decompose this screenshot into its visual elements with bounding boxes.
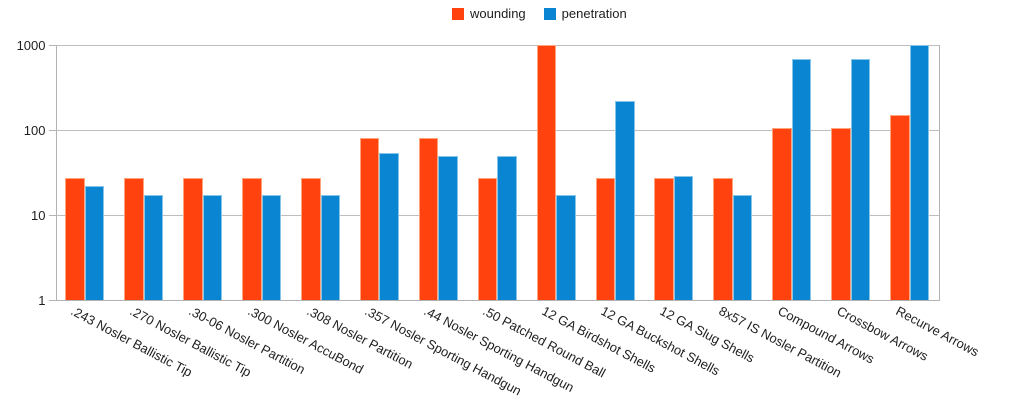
bar-wounding — [536, 45, 557, 300]
bar-penetration — [909, 45, 930, 300]
bar-penetration — [791, 58, 812, 300]
bar-wounding — [654, 178, 674, 300]
y-axis-tick — [48, 215, 56, 216]
y-axis-tick — [48, 130, 56, 131]
bar-wounding — [359, 138, 380, 300]
bar-wounding — [890, 115, 910, 300]
y-tick-label: 100 — [23, 122, 46, 138]
legend-item-penetration: penetration — [543, 6, 627, 21]
x-axis-line — [55, 300, 940, 301]
legend-label-penetration: penetration — [561, 6, 627, 21]
gridline-100 — [55, 130, 939, 131]
bar-wounding — [772, 127, 792, 300]
bar-penetration — [261, 195, 282, 300]
bar-wounding — [183, 178, 203, 300]
y-tick-label: 1000 — [16, 37, 46, 53]
bar-wounding — [477, 178, 498, 300]
bar-penetration — [143, 195, 164, 300]
plot-right-border — [939, 45, 940, 300]
bar-wounding — [301, 178, 321, 300]
gridline-1000 — [55, 45, 939, 46]
bar-penetration — [84, 185, 105, 300]
bar-wounding — [831, 127, 851, 300]
bar-wounding — [65, 178, 85, 300]
y-axis-tick — [48, 300, 56, 301]
y-axis-tick — [48, 45, 56, 46]
penetration-swatch-icon — [543, 8, 556, 20]
bar-penetration — [202, 195, 223, 300]
bar-wounding — [242, 178, 262, 300]
bar-penetration — [497, 156, 517, 300]
bar-penetration — [556, 195, 576, 300]
bar-penetration — [615, 100, 635, 300]
legend-item-wounding: wounding — [452, 7, 526, 21]
y-tick-label: 10 — [31, 207, 46, 223]
bar-penetration — [732, 195, 753, 300]
bar-wounding — [595, 178, 616, 300]
bar-penetration — [438, 156, 458, 300]
bar-penetration — [320, 195, 341, 300]
bar-wounding — [418, 138, 439, 300]
bar-penetration — [850, 58, 871, 300]
chart-legend: wounding penetration — [452, 7, 627, 21]
y-axis-line — [55, 45, 57, 300]
y-tick-label: 1 — [38, 292, 46, 308]
bar-penetration — [379, 152, 399, 300]
wounding-swatch-icon — [452, 8, 464, 20]
bar-penetration — [673, 175, 694, 300]
bar-wounding — [713, 178, 733, 300]
bar-wounding — [124, 178, 144, 300]
legend-label-wounding: wounding — [470, 6, 526, 21]
